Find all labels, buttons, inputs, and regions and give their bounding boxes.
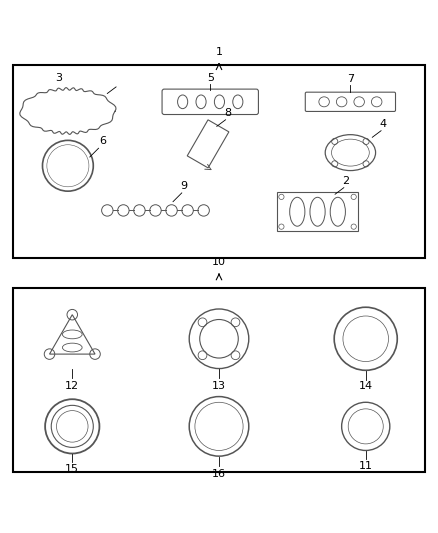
Bar bbox=[13, 65, 425, 258]
Text: 8: 8 bbox=[224, 108, 231, 118]
Text: 5: 5 bbox=[207, 74, 214, 84]
Text: 16: 16 bbox=[212, 469, 226, 479]
Text: 7: 7 bbox=[347, 74, 354, 84]
Text: 4: 4 bbox=[380, 118, 387, 128]
Bar bbox=[13, 288, 425, 472]
Text: 14: 14 bbox=[359, 381, 373, 391]
Text: 11: 11 bbox=[359, 462, 373, 471]
Text: 12: 12 bbox=[65, 381, 79, 391]
Text: 9: 9 bbox=[180, 181, 187, 191]
Text: 6: 6 bbox=[99, 136, 106, 146]
Text: 10: 10 bbox=[212, 257, 226, 268]
Text: 1: 1 bbox=[215, 47, 223, 57]
Text: 3: 3 bbox=[56, 72, 63, 83]
Bar bbox=[277, 192, 358, 231]
Text: 13: 13 bbox=[212, 381, 226, 391]
Text: 2: 2 bbox=[343, 176, 350, 186]
Text: 15: 15 bbox=[65, 464, 79, 474]
